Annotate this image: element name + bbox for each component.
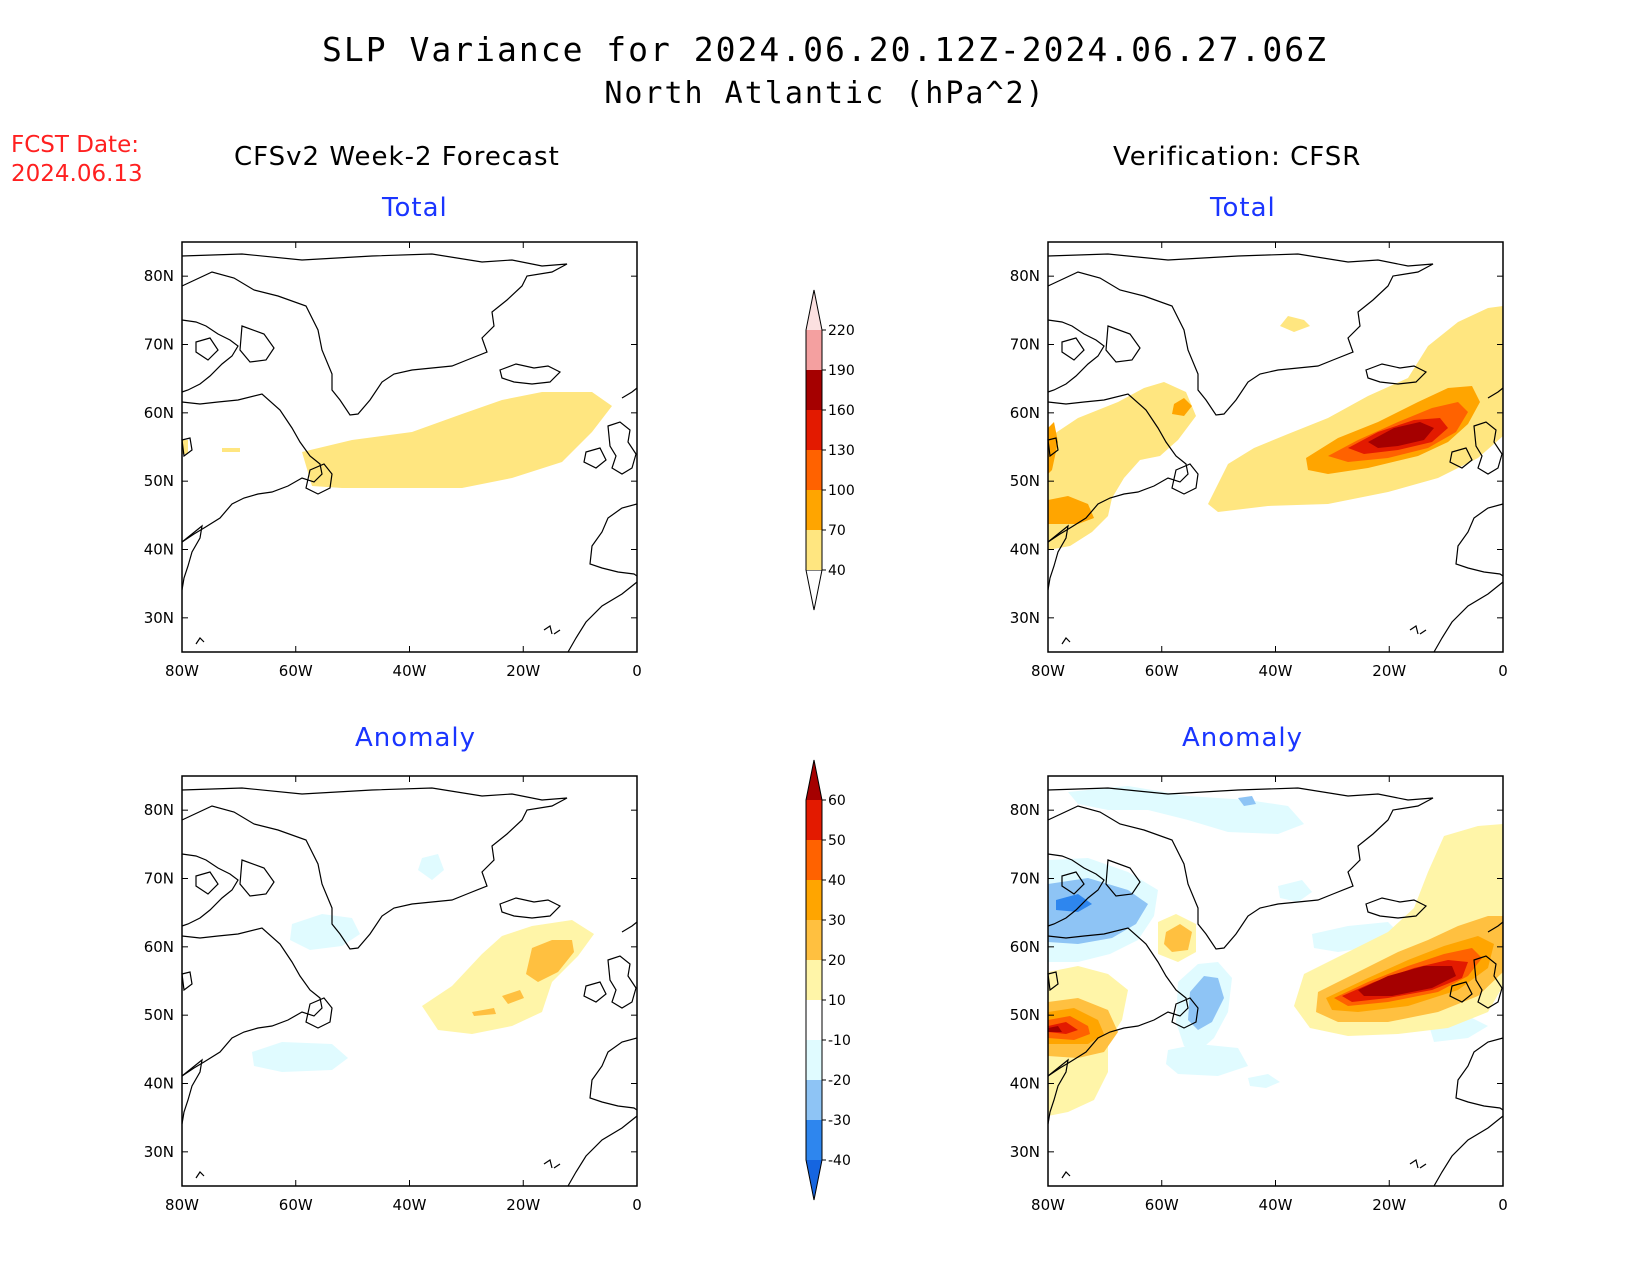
colorbar-anom-swatch bbox=[806, 1160, 822, 1200]
lon-tick-label: 20W bbox=[506, 1196, 540, 1214]
colorbar-total-label: 40 bbox=[828, 563, 846, 579]
colorbar-anom-label: 20 bbox=[828, 953, 846, 969]
map-panel-verif-anom bbox=[1047, 775, 1504, 1187]
colorbar-anom-label: 60 bbox=[828, 793, 846, 809]
verification-column-heading: Verification: CFSR bbox=[1113, 142, 1362, 172]
lat-tick-label: 30N bbox=[144, 1143, 174, 1161]
fcst-date-label: FCST Date: bbox=[11, 132, 139, 158]
lat-tick-label: 60N bbox=[1010, 938, 1040, 956]
colorbar-total-swatch bbox=[806, 530, 822, 570]
colorbar-total-label: 100 bbox=[828, 483, 855, 499]
map-tick-labels: 80N 70N 60N 50N 40N 30N 80W 60W 40W 20W 0 80N 70N 60N… bbox=[144, 242, 1508, 1214]
colorbar-anom-swatch bbox=[806, 920, 822, 960]
colorbar-anom-swatch bbox=[806, 840, 822, 880]
lon-tick-label: 20W bbox=[1372, 662, 1406, 680]
colorbar-anomaly: 60 50 40 30 20 10 -10 -20 -30 -40 bbox=[805, 759, 851, 1201]
colorbar-total-swatch bbox=[806, 330, 822, 370]
lat-tick-label: 60N bbox=[144, 404, 174, 422]
lon-tick-label: 0 bbox=[632, 1196, 642, 1214]
lon-tick-label: 0 bbox=[1498, 1196, 1508, 1214]
panel-title-verif-anom: Anomaly bbox=[1182, 723, 1304, 753]
colorbar-anom-label: 40 bbox=[828, 873, 846, 889]
colorbar-anom-label: -40 bbox=[828, 1153, 851, 1169]
lon-tick-label: 80W bbox=[1031, 1196, 1065, 1214]
colorbar-total-swatch bbox=[806, 290, 822, 330]
colorbar-anom-swatch bbox=[806, 1120, 822, 1160]
lat-tick-label: 50N bbox=[1010, 472, 1040, 490]
lon-tick-label: 40W bbox=[393, 662, 427, 680]
colorbar-anom-label: -10 bbox=[828, 1033, 851, 1049]
lon-tick-label: 0 bbox=[632, 662, 642, 680]
lat-tick-label: 50N bbox=[144, 472, 174, 490]
lon-tick-label: 40W bbox=[1259, 662, 1293, 680]
lat-tick-label: 70N bbox=[144, 336, 174, 354]
lat-tick-label: 80N bbox=[1010, 801, 1040, 819]
colorbar-anom-label: 10 bbox=[828, 993, 846, 1009]
lat-tick-label: 70N bbox=[1010, 870, 1040, 888]
lat-tick-label: 30N bbox=[1010, 1143, 1040, 1161]
lon-tick-label: 60W bbox=[1145, 1196, 1179, 1214]
main-title: SLP Variance for 2024.06.20.12Z-2024.06.… bbox=[322, 30, 1328, 69]
panel-title-verif-total: Total bbox=[1210, 193, 1276, 223]
lat-tick-label: 40N bbox=[144, 1075, 174, 1093]
colorbar-anom-swatch bbox=[806, 1080, 822, 1120]
map-panel-fcst-anom bbox=[181, 775, 638, 1187]
lon-tick-label: 40W bbox=[393, 1196, 427, 1214]
colorbar-total-label: 190 bbox=[828, 363, 855, 379]
colorbar-anom-swatch bbox=[806, 1000, 822, 1040]
lat-tick-label: 70N bbox=[1010, 336, 1040, 354]
colorbar-total: 40 70 100 130 160 190 220 bbox=[805, 289, 855, 611]
colorbar-anom-swatch bbox=[806, 760, 822, 800]
colorbar-anom-label: 50 bbox=[828, 833, 846, 849]
lat-tick-label: 40N bbox=[1010, 541, 1040, 559]
map-panel-fcst-total bbox=[181, 241, 638, 653]
colorbar-total-label: 70 bbox=[828, 523, 846, 539]
colorbar-anom-swatch bbox=[806, 1040, 822, 1080]
main-subtitle: North Atlantic (hPa^2) bbox=[604, 76, 1046, 111]
lat-tick-label: 80N bbox=[1010, 267, 1040, 285]
lon-tick-label: 60W bbox=[279, 662, 313, 680]
forecast-column-heading: CFSv2 Week-2 Forecast bbox=[234, 142, 560, 172]
map-panel-verif-total bbox=[1047, 241, 1504, 653]
lat-tick-label: 60N bbox=[144, 938, 174, 956]
colorbar-total-label: 160 bbox=[828, 403, 855, 419]
colorbar-anom-label: -30 bbox=[828, 1113, 851, 1129]
lat-tick-label: 40N bbox=[144, 541, 174, 559]
colorbar-anom-swatch bbox=[806, 960, 822, 1000]
lon-tick-label: 0 bbox=[1498, 662, 1508, 680]
colorbar-anom-label: 30 bbox=[828, 913, 846, 929]
lat-tick-label: 80N bbox=[144, 267, 174, 285]
colorbar-total-label: 130 bbox=[828, 443, 855, 459]
lat-tick-label: 50N bbox=[144, 1006, 174, 1024]
lat-tick-label: 30N bbox=[144, 609, 174, 627]
lat-tick-label: 50N bbox=[1010, 1006, 1040, 1024]
lon-tick-label: 60W bbox=[1145, 662, 1179, 680]
lat-tick-label: 60N bbox=[1010, 404, 1040, 422]
fcst-date-value: 2024.06.13 bbox=[11, 161, 143, 187]
lat-tick-label: 80N bbox=[144, 801, 174, 819]
colorbar-total-swatch bbox=[806, 450, 822, 490]
lat-tick-label: 40N bbox=[1010, 1075, 1040, 1093]
colorbar-total-label: 220 bbox=[828, 323, 855, 339]
colorbar-anom-label: -20 bbox=[828, 1073, 851, 1089]
lon-tick-label: 20W bbox=[506, 662, 540, 680]
lon-tick-label: 20W bbox=[1372, 1196, 1406, 1214]
lon-tick-label: 80W bbox=[165, 662, 199, 680]
panel-title-fcst-anom: Anomaly bbox=[355, 723, 477, 753]
panel-title-fcst-total: Total bbox=[382, 193, 448, 223]
lat-tick-label: 30N bbox=[1010, 609, 1040, 627]
colorbar-total-swatch bbox=[806, 490, 822, 530]
lat-tick-label: 70N bbox=[144, 870, 174, 888]
colorbar-anom-swatch bbox=[806, 800, 822, 840]
colorbar-total-swatch bbox=[806, 370, 822, 410]
colorbar-anom-swatch bbox=[806, 880, 822, 920]
lon-tick-label: 80W bbox=[1031, 662, 1065, 680]
colorbar-total-swatch bbox=[806, 410, 822, 450]
shade-total-40 bbox=[302, 392, 612, 488]
lon-tick-label: 80W bbox=[165, 1196, 199, 1214]
lon-tick-label: 60W bbox=[279, 1196, 313, 1214]
lon-tick-label: 40W bbox=[1259, 1196, 1293, 1214]
